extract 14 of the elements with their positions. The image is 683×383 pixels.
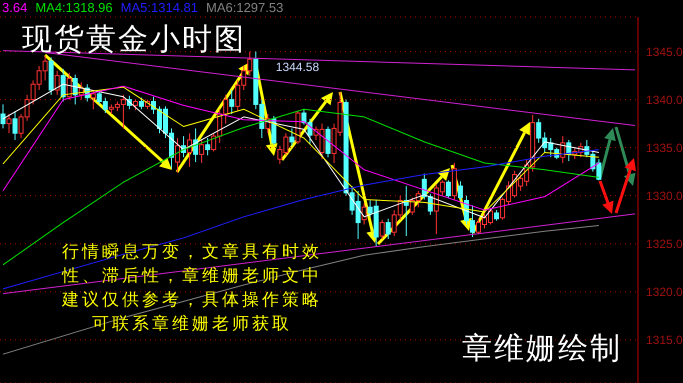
annotation: 1344.58 [276,60,320,74]
y-tick-label: 1345.0 [646,44,683,59]
text: 3.64 [2,0,28,15]
y-tick-label: 1335.0 [646,140,683,155]
y-tick-label: 1320.0 [646,285,683,299]
text: MA4:1318.96 [35,0,113,15]
chart-title: 现货黄金小时图 [22,22,246,58]
y-tick-label: 1325.0 [646,236,683,251]
y-tick-label: 1330.0 [646,188,683,203]
annotation: 章维姗绘制 [462,331,622,367]
text: MA5:1314.81 [120,0,198,15]
y-tick-label: 1340.0 [646,92,683,107]
y-tick-label: 1315.0 [646,333,683,348]
text: MA6:1297.53 [206,0,284,15]
